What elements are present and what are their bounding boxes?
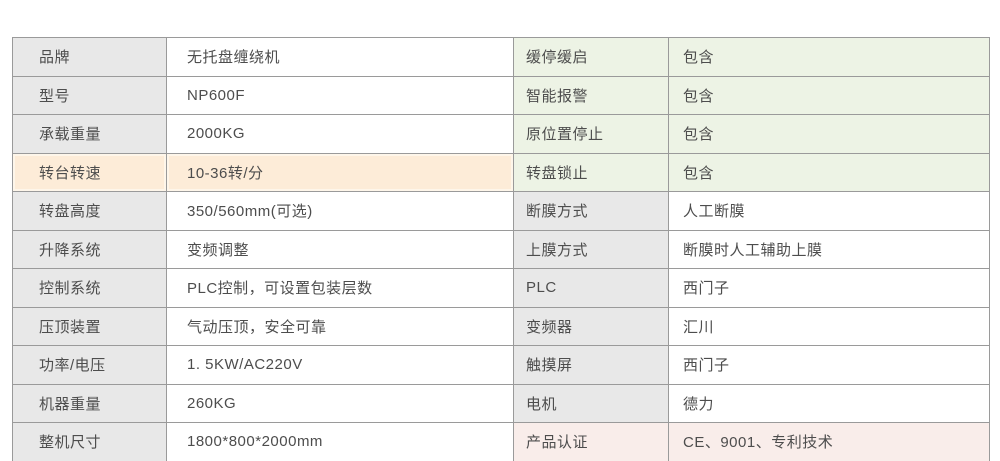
left-label-cell: 升降系统 xyxy=(12,229,167,269)
right-value-cell: 包含 xyxy=(668,114,990,154)
left-value-cell: 10-36转/分 xyxy=(166,152,514,192)
left-label-cell: 型号 xyxy=(12,75,167,115)
spec-row-brand: 品牌 无托盘缠绕机 缓停缓启 包含 xyxy=(12,37,990,77)
right-label-cell: 产品认证 xyxy=(513,422,669,461)
spec-row-control-system: 控制系统 PLC控制，可设置包装层数 PLC 西门子 xyxy=(12,268,990,308)
right-value-cell: 断膜时人工辅助上膜 xyxy=(668,229,990,269)
right-label-cell: 断膜方式 xyxy=(513,191,669,231)
right-label-cell: 缓停缓启 xyxy=(513,37,669,77)
right-value-cell: CE、9001、专利技术 xyxy=(668,422,990,461)
left-label-cell: 品牌 xyxy=(12,37,167,77)
left-value-cell: PLC控制，可设置包装层数 xyxy=(166,268,514,308)
spec-row-turntable-height: 转盘高度 350/560mm(可选) 断膜方式 人工断膜 xyxy=(12,191,990,231)
left-value-cell: 260KG xyxy=(166,383,514,423)
spec-row-turntable-speed: 转台转速 10-36转/分 转盘锁止 包含 xyxy=(12,152,990,192)
spec-row-load-weight: 承载重量 2000KG 原位置停止 包含 xyxy=(12,114,990,154)
right-value-cell: 包含 xyxy=(668,152,990,192)
right-label-cell: PLC xyxy=(513,268,669,308)
left-label-cell: 功率/电压 xyxy=(12,345,167,385)
spec-row-power-voltage: 功率/电压 1. 5KW/AC220V 触摸屏 西门子 xyxy=(12,345,990,385)
left-label-cell: 整机尺寸 xyxy=(12,422,167,461)
right-value-cell: 西门子 xyxy=(668,268,990,308)
left-label-cell: 机器重量 xyxy=(12,383,167,423)
left-value-cell: 1. 5KW/AC220V xyxy=(166,345,514,385)
left-value-cell: 无托盘缠绕机 xyxy=(166,37,514,77)
left-label-cell: 承载重量 xyxy=(12,114,167,154)
spec-row-press-device: 压顶装置 气动压顶，安全可靠 变频器 汇川 xyxy=(12,306,990,346)
right-value-cell: 包含 xyxy=(668,37,990,77)
left-label-cell: 转盘高度 xyxy=(12,191,167,231)
right-label-cell: 触摸屏 xyxy=(513,345,669,385)
left-label-cell: 控制系统 xyxy=(12,268,167,308)
right-value-cell: 德力 xyxy=(668,383,990,423)
left-value-cell: 气动压顶，安全可靠 xyxy=(166,306,514,346)
spec-row-lift-system: 升降系统 变频调整 上膜方式 断膜时人工辅助上膜 xyxy=(12,229,990,269)
right-label-cell: 原位置停止 xyxy=(513,114,669,154)
left-value-cell: 1800*800*2000mm xyxy=(166,422,514,461)
right-value-cell: 汇川 xyxy=(668,306,990,346)
spec-row-overall-size: 整机尺寸 1800*800*2000mm 产品认证 CE、9001、专利技术 xyxy=(12,422,990,461)
spec-row-model: 型号 NP600F 智能报警 包含 xyxy=(12,75,990,115)
left-value-cell: 2000KG xyxy=(166,114,514,154)
right-value-cell: 人工断膜 xyxy=(668,191,990,231)
left-value-cell: 变频调整 xyxy=(166,229,514,269)
right-label-cell: 电机 xyxy=(513,383,669,423)
right-label-cell: 上膜方式 xyxy=(513,229,669,269)
left-value-cell: NP600F xyxy=(166,75,514,115)
left-label-cell: 压顶装置 xyxy=(12,306,167,346)
right-label-cell: 智能报警 xyxy=(513,75,669,115)
product-spec-table: 品牌 无托盘缠绕机 缓停缓启 包含 型号 NP600F 智能报警 包含 承载重量… xyxy=(12,37,990,461)
spec-row-machine-weight: 机器重量 260KG 电机 德力 xyxy=(12,383,990,423)
left-label-cell: 转台转速 xyxy=(12,152,167,192)
right-label-cell: 转盘锁止 xyxy=(513,152,669,192)
right-value-cell: 包含 xyxy=(668,75,990,115)
right-label-cell: 变频器 xyxy=(513,306,669,346)
left-value-cell: 350/560mm(可选) xyxy=(166,191,514,231)
right-value-cell: 西门子 xyxy=(668,345,990,385)
